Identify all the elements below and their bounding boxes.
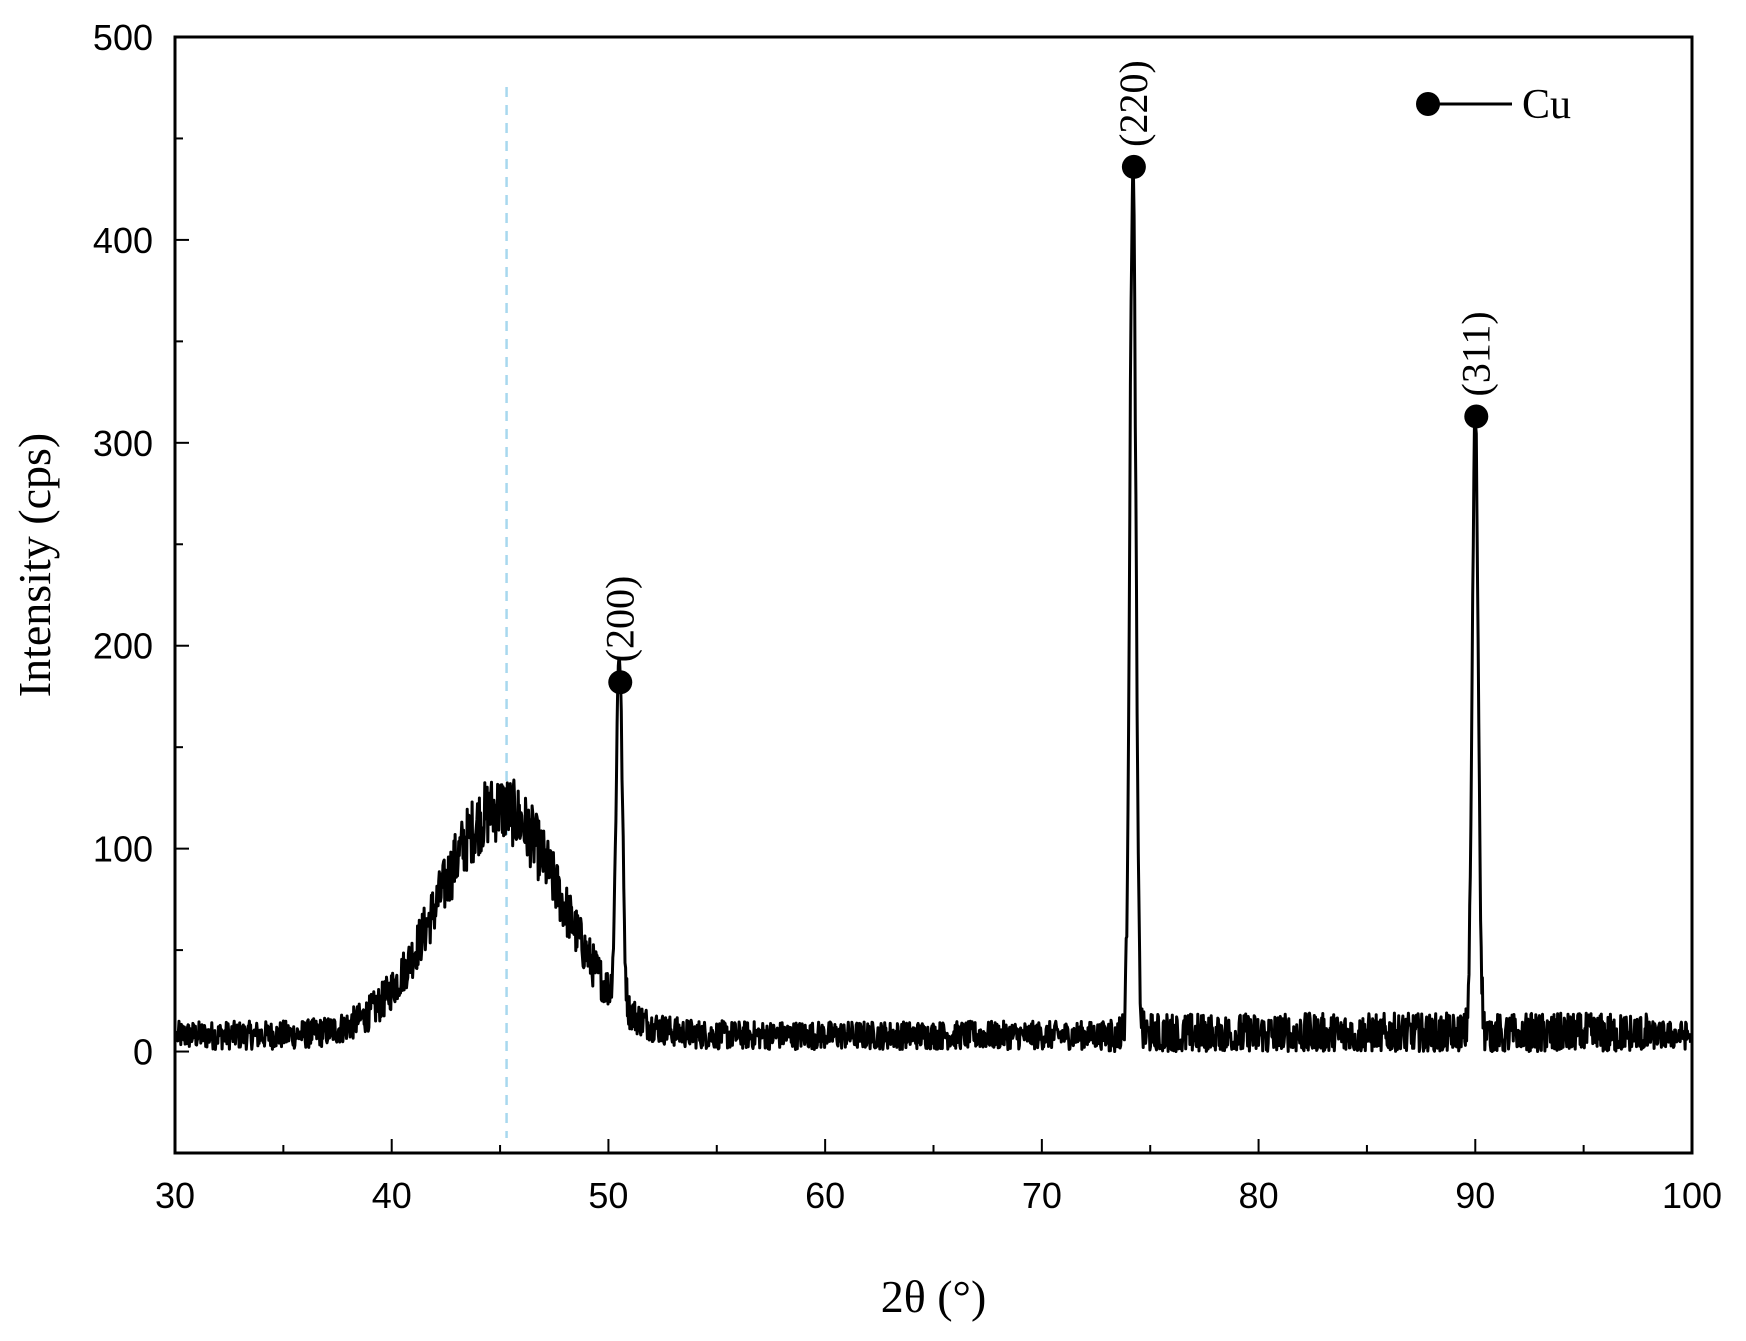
y-tick-label: 0 <box>133 1032 153 1073</box>
x-tick-label: 60 <box>805 1175 845 1216</box>
y-tick-label: 300 <box>93 423 153 464</box>
peak-label: (200) <box>597 576 642 663</box>
y-tick-label: 200 <box>93 626 153 667</box>
peak-marker <box>608 670 633 695</box>
y-tick-label: 500 <box>93 17 153 58</box>
x-tick-label: 40 <box>372 1175 412 1216</box>
x-tick-label: 30 <box>155 1175 195 1216</box>
peak-label: (220) <box>1111 60 1156 147</box>
x-tick-label: 50 <box>588 1175 628 1216</box>
diffraction-pattern-line <box>175 156 1692 1053</box>
x-tick-label: 90 <box>1455 1175 1495 1216</box>
x-tick-label: 70 <box>1022 1175 1062 1216</box>
plot-frame <box>173 35 1694 1155</box>
legend-label-cu: Cu <box>1522 82 1571 128</box>
y-tick-label: 400 <box>93 220 153 261</box>
x-tick-label: 100 <box>1662 1175 1722 1216</box>
x-tick-label: 80 <box>1239 1175 1279 1216</box>
y-tick-label: 100 <box>93 829 153 870</box>
axis-tick-labels: 30 40 50 60 70 80 90 100 0 100 200 300 400 500 <box>93 17 1722 1216</box>
y-axis-title: Intensity (cps) <box>9 433 60 697</box>
peak-marker <box>1464 404 1489 429</box>
x-axis-title: 2θ (°) <box>881 1271 987 1322</box>
peak-marker <box>1121 154 1146 179</box>
peak-markers: (200) (220) (311) <box>597 60 1498 695</box>
legend: Cu <box>1416 82 1571 128</box>
peak-label: (311) <box>1453 311 1498 396</box>
